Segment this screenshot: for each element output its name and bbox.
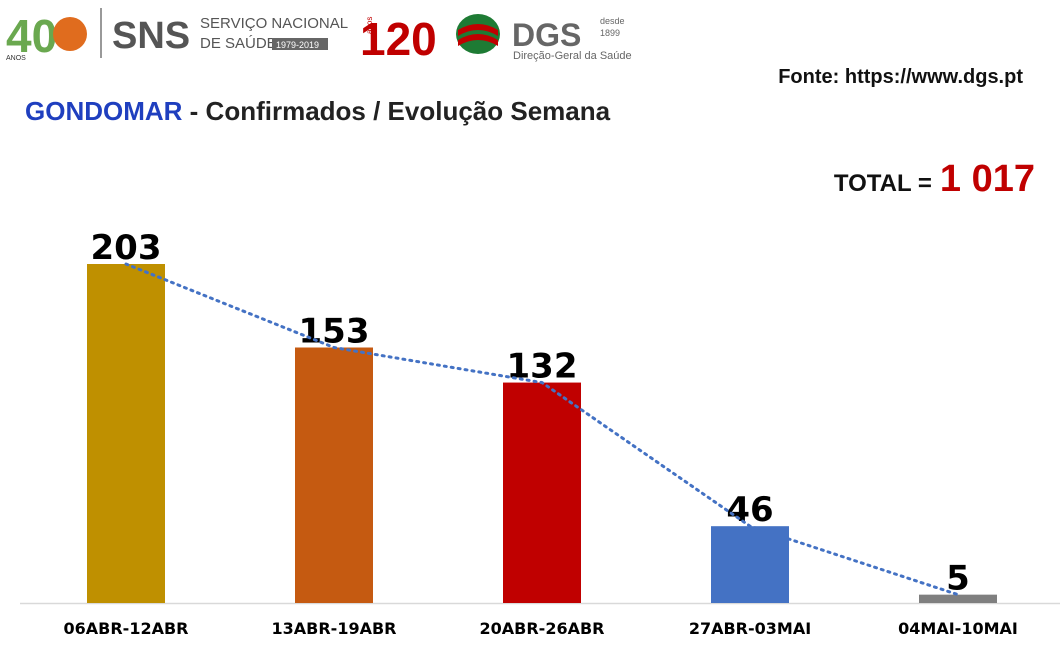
title-place: GONDOMAR xyxy=(25,96,183,126)
header-logos: 40 ANOS SNS SERVIÇO NACIONAL DE SAÚDE 19… xyxy=(6,8,632,65)
dgs-since2: 1899 xyxy=(600,28,620,38)
sns-line1: SERVIÇO NACIONAL xyxy=(200,15,348,32)
dgs-text: DGS xyxy=(512,17,581,53)
bar-04mai-10mai xyxy=(919,594,997,603)
source-note: Fonte: https://www.dgs.pt xyxy=(778,66,1023,88)
anos-120-text: 120 xyxy=(360,13,437,65)
data-label-06abr-12abr: 203 xyxy=(91,228,162,268)
category-label-13abr-19abr: 13ABR-19ABR xyxy=(272,619,397,638)
bar-27abr-03mai xyxy=(711,526,789,603)
data-label-13abr-19abr: 153 xyxy=(299,311,370,351)
data-label-27abr-03mai: 46 xyxy=(726,490,773,530)
chart-title: GONDOMAR - Confirmados / Evolução Semana xyxy=(25,96,610,127)
total-label: TOTAL = xyxy=(833,170,932,197)
category-label-04mai-10mai: 04MAI-10MAI xyxy=(898,619,1018,638)
sns-text: SNS xyxy=(112,15,190,57)
data-label-20abr-26abr: 132 xyxy=(507,347,578,387)
bar-20abr-26abr xyxy=(503,382,581,603)
total-summary: TOTAL = 1 017 xyxy=(834,158,1035,201)
sns-logo: SNS SERVIÇO NACIONAL DE SAÚDE 1979-2019 xyxy=(112,15,348,57)
dgs-logo: DGS desde 1899 Direção-Geral da Saúde xyxy=(456,14,632,62)
trend-line xyxy=(124,262,960,597)
category-label-06abr-12abr: 06ABR-12ABR xyxy=(64,619,189,638)
sns-years: 1979-2019 xyxy=(276,40,319,50)
category-label-20abr-26abr: 20ABR-26ABR xyxy=(480,619,605,638)
dgs-120-anos-logo: 120 anos xyxy=(360,13,437,65)
bar-06abr-12abr xyxy=(87,264,165,603)
sns-line2: DE SAÚDE xyxy=(200,35,277,52)
logo-40-text: 40 xyxy=(6,10,57,62)
category-label-27abr-03mai: 27ABR-03MAI xyxy=(689,619,811,638)
total-value: 1 017 xyxy=(939,158,1035,200)
sns-40-anos-logo: 40 ANOS xyxy=(6,10,87,62)
anos-120-sub: anos xyxy=(365,17,374,34)
bar-13abr-19abr xyxy=(295,347,373,603)
logo-40-sub: ANOS xyxy=(6,55,26,62)
title-rest: - Confirmados / Evolução Semana xyxy=(182,96,611,126)
dgs-since1: desde xyxy=(600,16,625,26)
data-label-04mai-10mai: 5 xyxy=(946,559,970,599)
dgs-name: Direção-Geral da Saúde xyxy=(513,50,632,62)
